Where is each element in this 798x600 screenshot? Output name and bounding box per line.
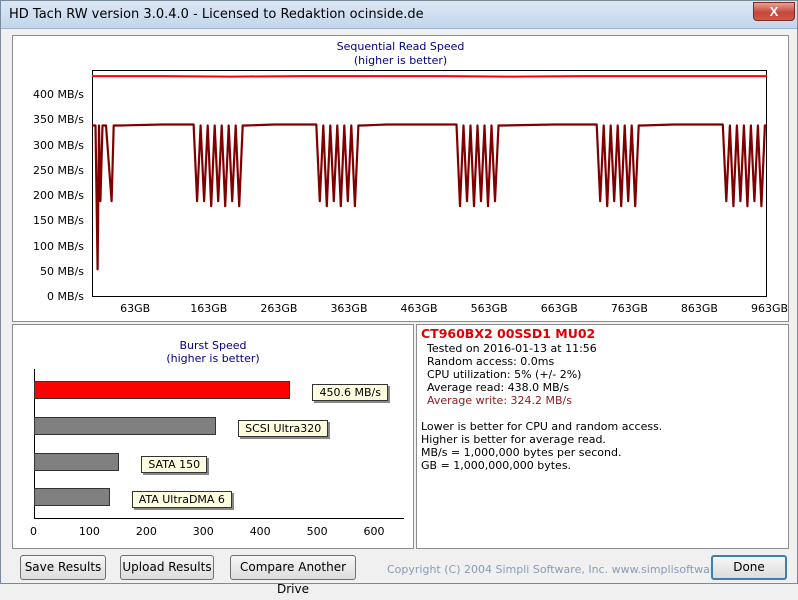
done-button[interactable]: Done bbox=[711, 555, 787, 580]
cpu-utilization: CPU utilization: 5% (+/- 2%) bbox=[427, 368, 582, 381]
drive-name: CT960BX2 00SSD1 MU02 bbox=[421, 326, 596, 341]
y-tick-label: 350 MB/s bbox=[33, 113, 84, 127]
burst-bar bbox=[34, 453, 120, 471]
burst-x-tick-label: 100 bbox=[78, 525, 100, 538]
burst-bar-label: SCSI Ultra320 bbox=[238, 420, 329, 437]
burst-bar bbox=[34, 488, 110, 506]
y-tick-label: 300 MB/s bbox=[33, 138, 84, 152]
average-read: Average read: 438.0 MB/s bbox=[427, 381, 570, 394]
x-tick-label: 663GB bbox=[540, 302, 578, 315]
note-cpu: Lower is better for CPU and random acces… bbox=[421, 420, 663, 433]
note-mbs: MB/s = 1,000,000 bytes per second. bbox=[421, 446, 622, 459]
x-tick-label: 163GB bbox=[190, 302, 228, 315]
y-tick-label: 50 MB/s bbox=[40, 264, 84, 278]
sequential-chart-panel: Sequential Read Speed (higher is better)… bbox=[12, 35, 789, 322]
title-bar[interactable]: HD Tach RW version 3.0.4.0 - Licensed to… bbox=[1, 1, 797, 29]
x-tick-label: 863GB bbox=[680, 302, 718, 315]
burst-x-tick-label: 400 bbox=[249, 525, 271, 538]
burst-x-tick-label: 300 bbox=[192, 525, 214, 538]
burst-x-tick-label: 0 bbox=[30, 525, 37, 538]
tested-on: Tested on 2016-01-13 at 11:56 bbox=[427, 342, 597, 355]
burst-axis-baseline bbox=[34, 518, 404, 519]
read-speed-line bbox=[92, 75, 767, 78]
x-tick-label: 463GB bbox=[400, 302, 438, 315]
burst-bar-label: 450.6 MB/s bbox=[312, 384, 388, 401]
burst-bar bbox=[34, 417, 217, 435]
burst-chart-subtitle: (higher is better) bbox=[166, 352, 260, 365]
burst-bar-label: ATA UltraDMA 6 bbox=[131, 491, 232, 508]
random-access: Random access: 0.0ms bbox=[427, 355, 555, 368]
upload-results-button[interactable]: Upload Results bbox=[120, 555, 214, 580]
burst-x-tick-label: 600 bbox=[363, 525, 385, 538]
upload-results-label: Upload Results bbox=[122, 560, 212, 574]
compare-drive-button[interactable]: Compare Another Drive bbox=[230, 555, 356, 596]
done-label: Done bbox=[733, 560, 765, 574]
close-button[interactable]: X bbox=[753, 2, 795, 21]
write-speed-line bbox=[92, 123, 767, 271]
info-panel: CT960BX2 00SSD1 MU02 Tested on 2016-01-1… bbox=[416, 324, 789, 549]
average-write: Average write: 324.2 MB/s bbox=[427, 394, 572, 407]
x-tick-label: 63GB bbox=[120, 302, 151, 315]
burst-x-tick-label: 500 bbox=[306, 525, 328, 538]
plot-frame bbox=[92, 70, 767, 297]
seq-chart-plot bbox=[92, 70, 767, 297]
burst-bar-label: SATA 150 bbox=[141, 456, 208, 473]
burst-chart-panel: Burst Speed (higher is better) 450.6 MB/… bbox=[12, 324, 414, 549]
y-tick-label: 150 MB/s bbox=[33, 214, 84, 228]
save-results-label: Save Results bbox=[24, 560, 102, 574]
note-read: Higher is better for average read. bbox=[421, 433, 606, 446]
x-tick-label: 263GB bbox=[260, 302, 298, 315]
y-tick-label: 400 MB/s bbox=[33, 88, 84, 102]
x-tick-label: 363GB bbox=[330, 302, 368, 315]
save-results-button[interactable]: Save Results bbox=[20, 555, 106, 580]
compare-drive-label: Compare Another Drive bbox=[239, 560, 347, 596]
x-tick-label: 563GB bbox=[470, 302, 508, 315]
y-tick-label: 0 MB/s bbox=[47, 290, 84, 303]
y-tick-label: 100 MB/s bbox=[33, 239, 84, 253]
seq-chart-subtitle: (higher is better) bbox=[353, 54, 448, 67]
burst-plot: 450.6 MB/s SCSI Ultra320 SATA 150 ATA Ultra… bbox=[34, 369, 404, 519]
window-title: HD Tach RW version 3.0.4.0 - Licensed to… bbox=[9, 7, 424, 22]
x-tick-label: 963GB bbox=[751, 302, 789, 315]
burst-x-tick-label: 200 bbox=[135, 525, 157, 538]
note-gb: GB = 1,000,000,000 bytes. bbox=[421, 459, 572, 472]
copyright-text: Copyright (C) 2004 Simpli Software, Inc.… bbox=[387, 563, 748, 576]
seq-chart-title: Sequential Read Speed bbox=[336, 40, 465, 53]
y-tick-label: 250 MB/s bbox=[33, 163, 84, 177]
burst-axis-line bbox=[34, 369, 35, 519]
close-icon: X bbox=[769, 4, 779, 19]
x-tick-label: 763GB bbox=[610, 302, 648, 315]
burst-chart-title: Burst Speed bbox=[179, 339, 247, 352]
burst-bar bbox=[34, 381, 291, 399]
y-tick-label: 200 MB/s bbox=[33, 189, 84, 203]
